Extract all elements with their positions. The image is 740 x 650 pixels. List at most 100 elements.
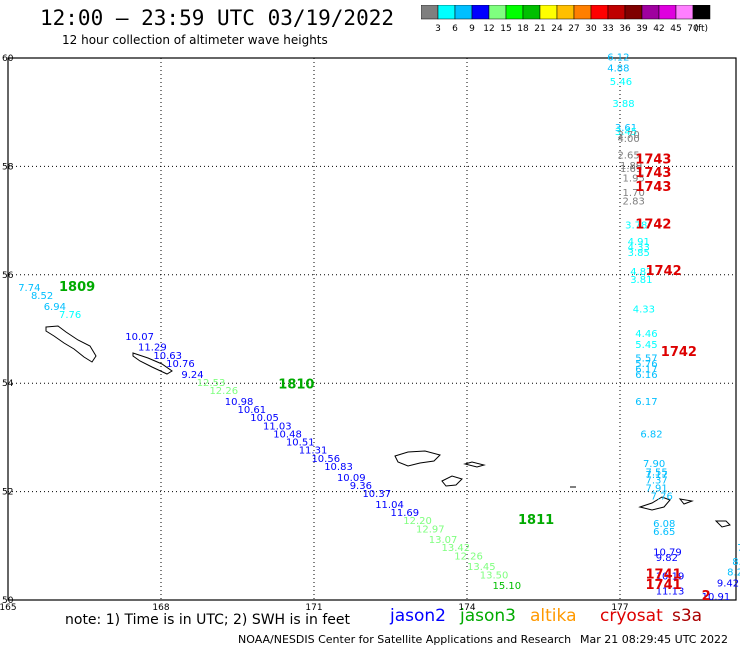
colorbar-tick-label: 18 [517,24,529,34]
pass-time-label: 1742 [661,345,697,360]
wave-height-label: 11.29 [138,343,167,354]
wave-height-label: 6.12 [607,53,629,64]
wave-height-label: 7.55 [646,467,668,478]
latitude-label: 56 [2,271,14,281]
wave-height-label: 2.70 [617,130,639,141]
pass-time-label: 1810 [278,378,314,393]
wave-height-label: 10.91 [702,592,731,603]
wave-height-label: 8.39 [732,557,740,568]
wave-height-label: 6.94 [44,302,66,313]
colorbar-tick-label: 70 [687,24,699,34]
longitude-label: 171 [305,603,322,610]
wave-height-label: 15.10 [493,581,522,592]
wave-height-label: 7.08 [737,543,740,554]
latitude-label: 58 [2,162,14,172]
wave-height-label: 3.88 [612,99,634,110]
wave-height-label: 4.88 [607,64,629,75]
coastline [394,450,441,467]
colorbar-tick-label: 12 [483,24,494,34]
wave-height-colorbar: 3 6 9 12 15 18 21 24 27 30 33 36 39 42 45 70(ft) [421,5,711,34]
coastline [132,352,173,375]
wave-height-label: 13.42 [442,543,471,554]
latitude-label: 52 [2,488,13,498]
wave-height-label: 10.09 [337,473,366,484]
pass-time-label: 1742 [646,264,682,279]
colorbar-tick-label: 36 [619,24,631,34]
wave-height-label: 1.95 [623,174,645,185]
colorbar-tick-label: 42 [653,24,664,34]
wave-height-label: 10.48 [273,429,302,440]
wave-height-label: 12.20 [403,516,432,527]
wave-height-label: 7.76 [59,310,81,321]
wave-height-label: 6.17 [635,364,657,375]
wave-height-label: 6.16 [635,370,657,381]
wave-height-label: 5.45 [635,340,657,351]
coastline [638,496,671,511]
wave-height-label: 11.31 [299,446,328,457]
wave-height-label: 7.76 [651,492,673,503]
wave-height-label: 4.91 [628,237,650,248]
coastline [463,461,486,468]
wave-height-label: 3.85 [628,248,650,259]
wave-height-label: 10.61 [238,405,267,416]
footer-note: note: 1) Time is in UTC; 2) SWH is in fe… [65,612,351,628]
pass-time-label: 1743 [635,153,671,168]
wave-height-label: 10.76 [166,359,195,370]
wave-height-label: 9.82 [656,553,678,564]
coastline [714,520,731,528]
wave-height-label: 10.98 [225,397,254,408]
wave-height-label: 7.17 [646,470,668,481]
colorbar-swatch [692,5,711,20]
wave-height-label: 1.70 [623,188,645,199]
wave-height-label: 10.79 [653,548,682,559]
wave-height-label: 4.33 [628,242,650,253]
wave-height-label: 10.51 [286,438,315,449]
wave-height-label: 1.89 [620,161,642,172]
credit-line: NOAA/NESDIS Center for Satellite Applica… [238,633,572,646]
wave-height-label: 5.57 [635,354,657,365]
wave-height-label: 6.65 [653,527,675,538]
wave-height-label: 10.56 [311,454,340,465]
wave-height-label: 12.97 [416,524,445,535]
wave-height-label: 11.03 [263,421,292,432]
wave-height-label: 4.46 [635,329,657,340]
latitude-label: 50 [2,596,14,606]
wave-height-label: 6.08 [653,519,675,530]
pass-time-label: 1741 [646,578,682,593]
wave-height-label: 10.05 [250,413,279,424]
longitude-label: 177 [611,603,628,610]
wave-height-label: 13.50 [480,570,509,581]
wave-height-label: 9.36 [350,481,372,492]
wave-height-label: 3.81 [630,275,652,286]
wave-height-label: 10.07 [125,332,154,343]
wave-height-label: 4.33 [633,305,655,316]
wave-height-label: 7.91 [646,484,668,495]
wave-height-label: 2.65 [617,150,639,161]
mission-legend-cryosat: cryosat [600,606,663,626]
longitude-label: 165 [0,603,17,610]
latitude-label: 54 [2,379,14,389]
wave-height-label: 6.17 [635,397,657,408]
wave-height-label: 13.45 [467,562,496,573]
colorbar-tick-label: 24 [551,24,563,34]
colorbar-tick-label: 30 [585,24,597,34]
wave-height-label: 7.90 [643,459,665,470]
wave-height-label: 6.82 [640,429,662,440]
colorbar-tick-label: 6 [452,24,458,34]
mission-legend-jason3: jason3 [460,606,516,626]
mission-legend-altika: altika [530,606,577,626]
pass-time-label: 2 [702,589,711,604]
wave-height-label: 7.37 [646,475,668,486]
wave-height-label: 4.82 [630,267,652,278]
wave-height-label: 10.37 [362,489,391,500]
coastline [441,475,463,487]
wave-height-label: 3.45 [615,127,637,138]
mission-legend-jason2: jason2 [390,606,446,626]
wave-height-label: 12.26 [209,386,238,397]
wave-height-label: 10.83 [324,462,353,473]
colorbar-tick-label: 21 [534,24,545,34]
generation-timestamp: Mar 21 08:29:45 UTC 2022 [580,633,728,646]
wave-height-label: 11.13 [656,587,685,598]
pass-time-label: 1743 [635,166,671,181]
